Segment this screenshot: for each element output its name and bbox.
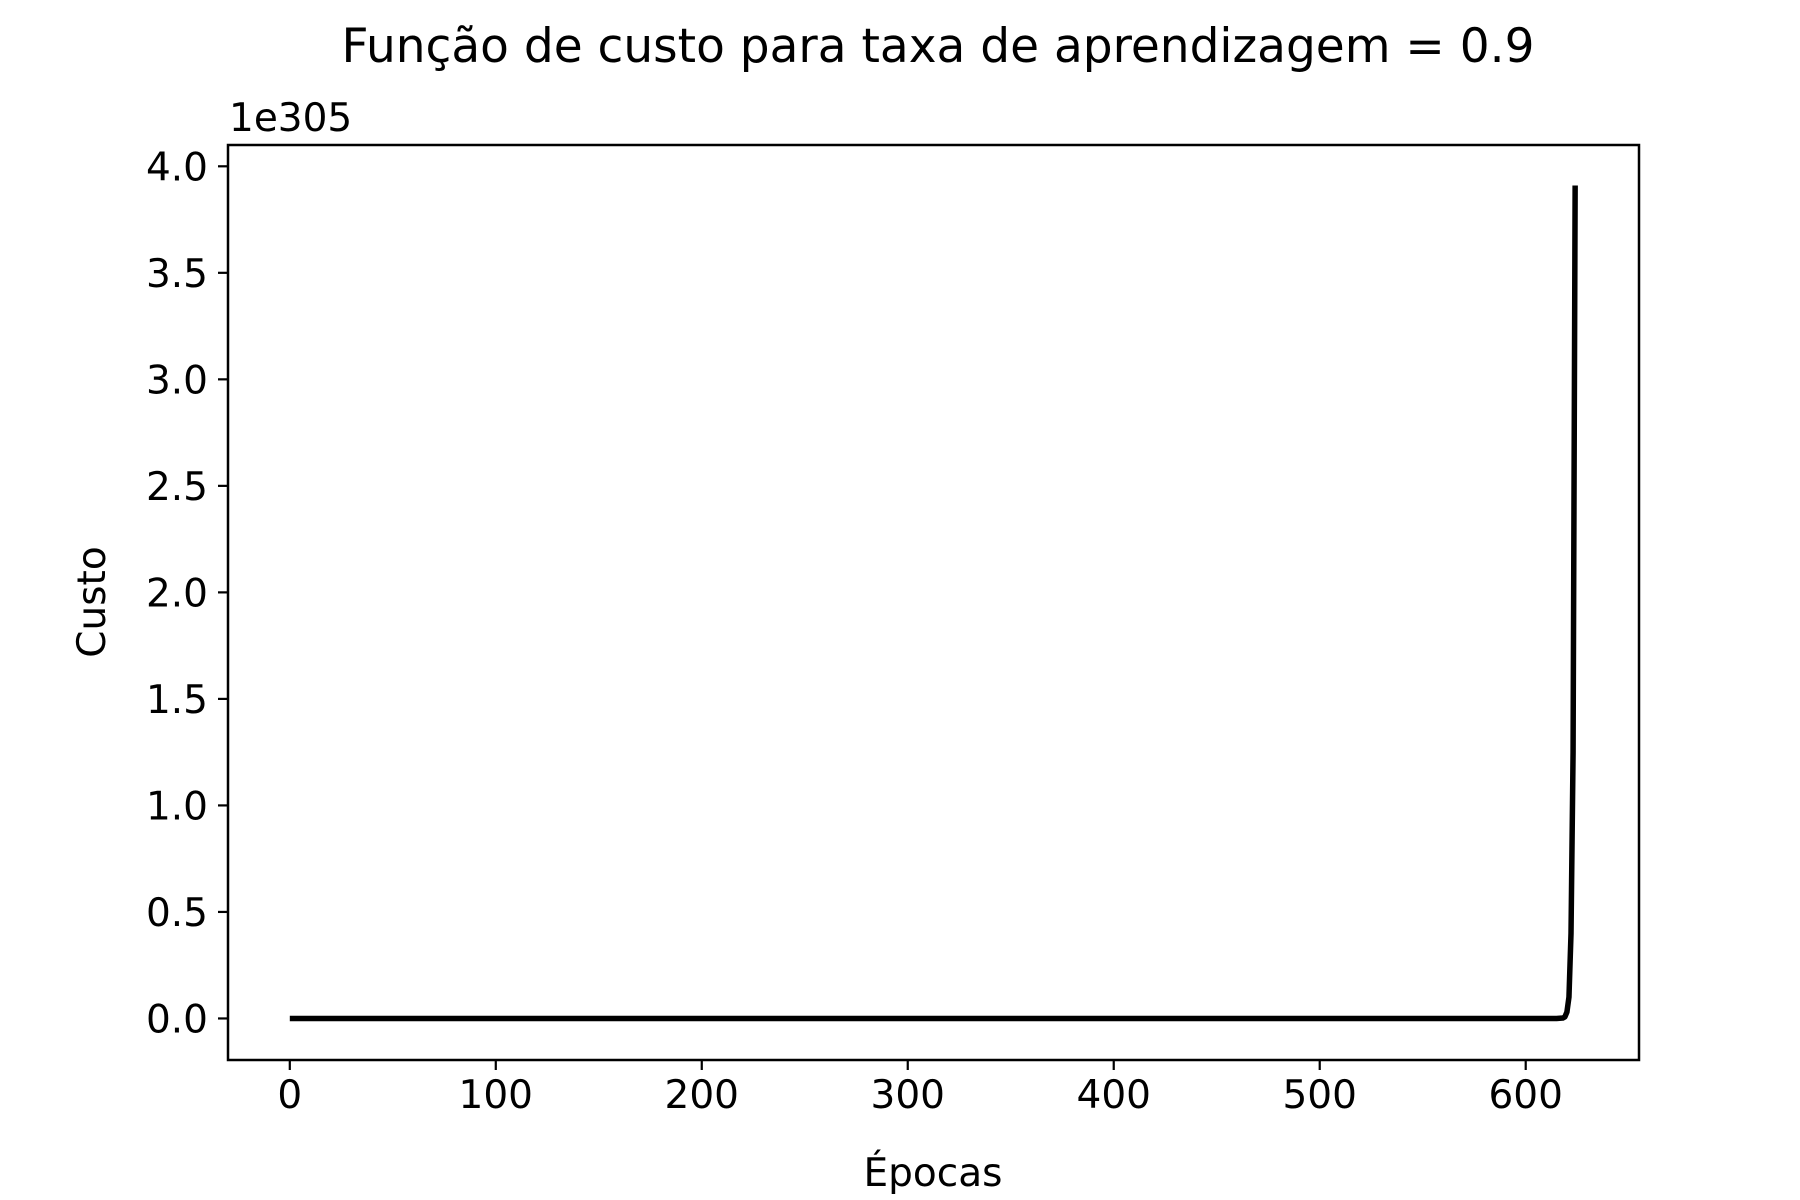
chart-title: Função de custo para taxa de aprendizage… (341, 19, 1534, 74)
y-tick-label: 0.0 (146, 997, 208, 1042)
cost-series-line (289, 185, 1578, 1022)
y-axis-label: Custo (70, 546, 115, 657)
y-tick-label: 3.0 (146, 358, 208, 403)
plot-area (289, 185, 1578, 1022)
y-tick-label: 1.0 (146, 784, 208, 829)
x-tick-label: 100 (459, 1073, 533, 1118)
y-tick-label: 2.5 (146, 465, 208, 510)
y-tick-label: 0.5 (146, 891, 208, 936)
y-tick-label: 3.5 (146, 252, 208, 297)
x-tick-label: 0 (277, 1073, 302, 1118)
y-axis: 0.0 0.5 1.0 1.5 2.0 2.5 3.0 3.5 4.0 (146, 145, 228, 1042)
x-tick-label: 600 (1488, 1073, 1562, 1118)
y-tick-label: 1.5 (146, 678, 208, 723)
plot-frame (226, 143, 1641, 1062)
x-tick-label: 200 (665, 1073, 739, 1118)
x-tick-label: 400 (1077, 1073, 1151, 1118)
y-axis-offset-text: 1e305 (229, 96, 352, 141)
x-axis: 0 100 200 300 400 500 600 (277, 1060, 1563, 1118)
x-tick-label: 500 (1282, 1073, 1356, 1118)
y-tick-label: 2.0 (146, 571, 208, 616)
x-axis-label: Épocas (864, 1149, 1003, 1196)
y-tick-label: 4.0 (146, 145, 208, 190)
x-tick-label: 300 (871, 1073, 945, 1118)
